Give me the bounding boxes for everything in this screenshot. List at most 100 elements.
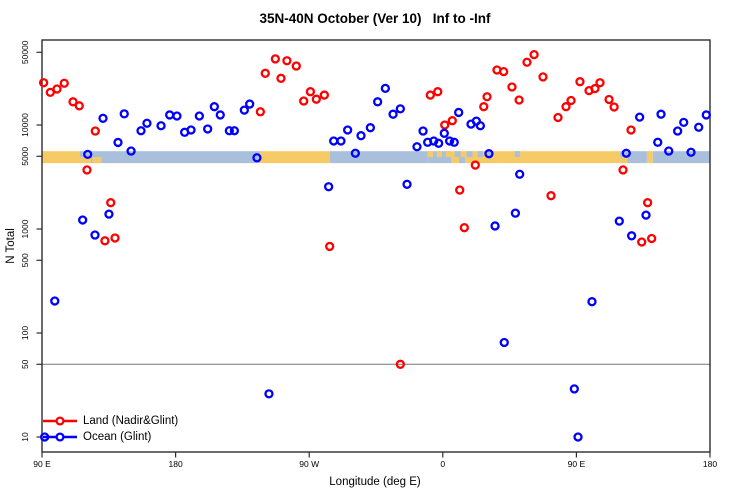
band-segment-land — [436, 151, 443, 158]
data-point-ocean — [50, 296, 60, 306]
data-point-land — [529, 49, 539, 60]
legend-item-land: Land (Nadir&Glint) — [42, 413, 178, 429]
band-segment-land — [259, 151, 330, 164]
x-tick-label: 180 — [703, 459, 717, 469]
data-point-ocean — [356, 131, 366, 141]
data-point-ocean — [172, 111, 182, 121]
data-point-ocean — [239, 105, 249, 115]
data-point-land — [395, 359, 405, 369]
data-point-ocean — [587, 297, 597, 307]
data-point-ocean — [98, 113, 108, 123]
data-point-ocean — [679, 117, 689, 128]
y-tick-label: 100 — [20, 326, 30, 340]
data-point-ocean — [672, 126, 683, 136]
band-segment-land — [496, 151, 621, 164]
x-axis-title: Longitude (deg E) — [329, 476, 421, 488]
data-point-land — [425, 90, 435, 100]
data-point-ocean — [626, 231, 637, 241]
data-point-ocean — [215, 110, 225, 120]
data-point-land — [590, 83, 600, 94]
data-point-ocean — [165, 110, 175, 120]
data-point-ocean — [365, 123, 376, 133]
band-segment-ocean — [466, 151, 473, 158]
data-point-ocean — [203, 124, 213, 134]
data-point-land — [637, 237, 647, 247]
band-segment-ocean — [477, 151, 483, 158]
data-point-land — [305, 87, 316, 97]
data-point-land — [299, 96, 309, 106]
data-point-land — [522, 57, 532, 67]
legend: Land (Nadir&Glint) Ocean (Glint) — [42, 413, 178, 445]
data-point-ocean — [510, 208, 521, 218]
data-point-land — [59, 78, 69, 88]
data-point-land — [538, 72, 548, 82]
data-point-ocean — [490, 221, 500, 231]
data-point-land — [106, 198, 116, 208]
data-point-land — [618, 165, 628, 175]
data-point-ocean — [342, 125, 353, 135]
data-point-land — [74, 101, 84, 111]
plot-border — [41, 39, 711, 453]
data-point-land — [553, 112, 563, 123]
band-segment-land — [427, 151, 434, 158]
data-point-ocean — [372, 97, 383, 107]
data-point-ocean — [194, 111, 205, 121]
plot-title: 35N-40N October (Ver 10) Inf to -Inf — [259, 11, 491, 26]
y-tick-label: 50000 — [20, 40, 30, 64]
data-point-ocean — [664, 146, 674, 156]
data-point-land — [68, 97, 78, 107]
band-segment-ocean — [620, 151, 647, 164]
data-point-ocean — [484, 149, 494, 159]
data-point-land — [470, 160, 480, 170]
data-point-land — [507, 82, 517, 92]
data-point-ocean — [119, 109, 129, 119]
legend-ocean-label: Ocean (Glint) — [83, 431, 152, 443]
data-point-land — [110, 233, 120, 243]
y-tick-label: 1000 — [20, 219, 30, 238]
data-point-ocean — [264, 389, 274, 399]
data-point-ocean — [402, 179, 412, 189]
data-point-land — [440, 120, 450, 130]
data-point-land — [325, 241, 335, 252]
data-point-land — [647, 233, 657, 244]
band-segment-ocean — [652, 151, 710, 164]
data-point-land — [595, 78, 605, 88]
data-point-ocean — [433, 138, 444, 148]
data-point-land — [260, 68, 270, 78]
data-point-land — [575, 77, 585, 87]
data-point-ocean — [90, 230, 100, 240]
data-point-ocean — [388, 109, 398, 119]
data-point-land — [455, 185, 465, 195]
data-point-land — [561, 102, 571, 112]
data-point-ocean — [336, 136, 346, 146]
data-point-land — [52, 84, 62, 94]
band-segment-land — [451, 151, 497, 164]
data-point-ocean — [224, 126, 234, 136]
y-tick-label: 50 — [20, 359, 30, 369]
data-point-ocean — [323, 182, 334, 192]
band-segment-land — [445, 151, 451, 158]
data-point-ocean — [614, 216, 624, 226]
band-segment-ocean — [487, 151, 492, 158]
data-point-ocean — [475, 121, 486, 131]
band-segment-ocean — [514, 151, 520, 158]
data-point-land — [459, 223, 469, 233]
legend-land-label: Land (Nadir&Glint) — [83, 415, 179, 427]
data-point-ocean — [621, 148, 631, 158]
data-point-land — [546, 191, 556, 201]
data-point-ocean — [701, 110, 711, 120]
data-point-ocean — [395, 104, 405, 114]
band-segment-ocean — [459, 157, 466, 164]
data-point-ocean — [186, 125, 196, 135]
data-point-land — [609, 102, 619, 112]
data-point-ocean — [113, 137, 123, 148]
data-point-ocean — [245, 99, 255, 109]
data-point-ocean — [656, 109, 666, 119]
data-point-ocean — [449, 137, 459, 147]
data-point-ocean — [209, 102, 219, 112]
data-point-ocean — [156, 121, 166, 131]
data-point-ocean — [573, 432, 583, 442]
data-point-ocean — [83, 149, 93, 160]
data-point-ocean — [136, 126, 146, 136]
